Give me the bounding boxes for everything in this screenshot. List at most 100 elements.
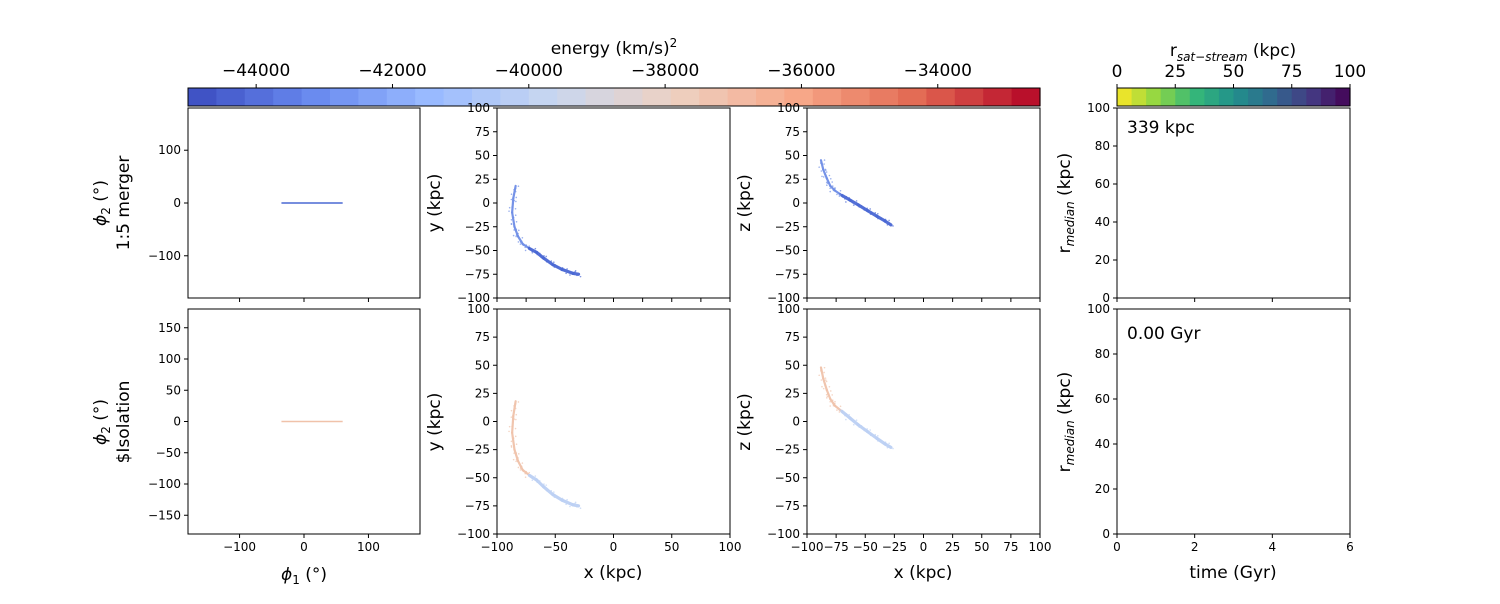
y-tick-label: 100	[158, 352, 181, 366]
stream-particle	[870, 434, 873, 436]
stream-particle	[515, 234, 518, 236]
stream-particle	[514, 214, 517, 217]
stream-particle	[540, 484, 543, 487]
stream-particle	[888, 442, 890, 445]
stream-particle	[508, 425, 511, 428]
stream-particle	[834, 400, 836, 403]
y-tick-label: 0	[1102, 527, 1110, 541]
stream-segment	[819, 366, 825, 380]
energy-colorbar-segment	[358, 88, 388, 106]
stream-segment	[513, 448, 520, 462]
stream-particle	[824, 379, 827, 381]
y-tick-label: 0	[792, 196, 800, 210]
stream-particle	[857, 203, 860, 206]
y-tick-label: −75	[775, 499, 800, 513]
y-tick-label: 100	[467, 302, 490, 316]
stream-particle	[883, 442, 886, 445]
panel-time-rmedian-bottom: 0 20 40 60 80 100 0 2 4 6	[1087, 302, 1354, 554]
stream-particle	[823, 163, 825, 165]
stream-particle	[512, 458, 515, 461]
stream-particle	[519, 469, 522, 471]
y-tick-label: 25	[475, 172, 490, 186]
stream-particle	[829, 400, 831, 403]
energy-colorbar-segment	[926, 88, 956, 106]
stream-particle	[831, 185, 834, 187]
stream-particle	[514, 435, 517, 438]
distance-colorbar-segment	[1262, 88, 1278, 106]
stream-particle	[888, 219, 890, 222]
axes-frame	[496, 107, 731, 299]
stream-particle	[515, 452, 518, 454]
stream-particle	[568, 271, 571, 274]
stream-particle	[553, 491, 555, 493]
stream-particle	[513, 188, 515, 191]
stream-particle	[522, 244, 525, 247]
distance-colorbar-tick-label: 100	[1334, 62, 1366, 82]
distance-colorbar-segment	[1146, 88, 1162, 106]
stream-particle	[877, 212, 879, 215]
x-tick-label: 50	[974, 540, 989, 554]
stream-segment	[856, 203, 870, 213]
stream-particle	[517, 229, 520, 232]
y-tick-label: −150	[148, 508, 181, 522]
stream-particle	[514, 407, 517, 410]
y-tick-label: 20	[1095, 253, 1110, 267]
stream-particle	[888, 445, 891, 448]
y-tick-label: −100	[457, 527, 490, 541]
stream-particle	[874, 211, 877, 214]
stream-particle	[529, 475, 531, 478]
stream-particle	[542, 486, 545, 489]
distance-colorbar-segment	[1291, 88, 1307, 106]
stream-particle	[515, 460, 517, 463]
stream-particle	[829, 178, 832, 180]
stream-segment	[513, 225, 520, 238]
stream-particle	[826, 397, 828, 399]
energy-colorbar-segment	[500, 88, 530, 106]
energy-colorbar-tick-label: −38000	[631, 61, 699, 81]
z-label-top: z (kpc)	[735, 174, 755, 232]
stream-particle	[546, 489, 549, 492]
phi2-label-top: ϕ2 (°)	[91, 180, 113, 226]
y-tick-label: 80	[1095, 347, 1110, 361]
stream-particle	[565, 503, 567, 506]
stream-particle	[514, 207, 517, 210]
distance-colorbar-segment	[1218, 88, 1235, 106]
stream-particle	[512, 216, 515, 219]
stream-particle	[560, 498, 562, 501]
stream-particle	[880, 217, 882, 220]
energy-colorbar: −44000 −42000 −40000 −38000 −36000 −34000 ene…	[187, 36, 1041, 107]
y-tick-label: −75	[775, 267, 800, 281]
y-tick-label: 100	[467, 101, 490, 115]
y-tick-label: 0	[792, 415, 800, 429]
stream-particle	[820, 162, 822, 164]
stream-particle	[536, 481, 539, 484]
stream-particle	[829, 190, 832, 193]
energy-colorbar-segment	[670, 88, 700, 106]
stream-particle	[569, 505, 571, 508]
stream-particle	[845, 413, 848, 415]
y-tick-label: 100	[777, 302, 800, 316]
stream-particle	[892, 225, 894, 227]
stream-particle	[860, 205, 863, 207]
stream-particle	[510, 440, 513, 443]
x-tick-label: 100	[1029, 540, 1052, 554]
stream-particle	[528, 471, 531, 474]
stream-particle	[827, 393, 830, 395]
panel-phi1-phi2-bottom: −150 −100 −50 0 50 100 150 −100 0 100	[148, 308, 421, 554]
stream-particle	[522, 470, 525, 473]
energy-colorbar-segment	[784, 88, 814, 106]
stream-particle	[566, 498, 568, 501]
stream-particle	[553, 261, 555, 263]
energy-colorbar-segment	[528, 88, 558, 106]
stream-particle	[828, 174, 831, 177]
stream-particle	[866, 209, 869, 212]
y-tick-label: 25	[785, 172, 800, 186]
y-tick-label: 75	[785, 125, 800, 139]
panel-x-y-top: −100 −75 −50 −25 0 25 50 75 100	[457, 101, 731, 305]
y-tick-label: 0	[482, 415, 490, 429]
stream-particle	[826, 395, 829, 398]
stream-particle	[866, 428, 868, 430]
stream-particle	[855, 419, 858, 421]
y-tick-label: 80	[1095, 139, 1110, 153]
stream-particle	[848, 196, 850, 199]
